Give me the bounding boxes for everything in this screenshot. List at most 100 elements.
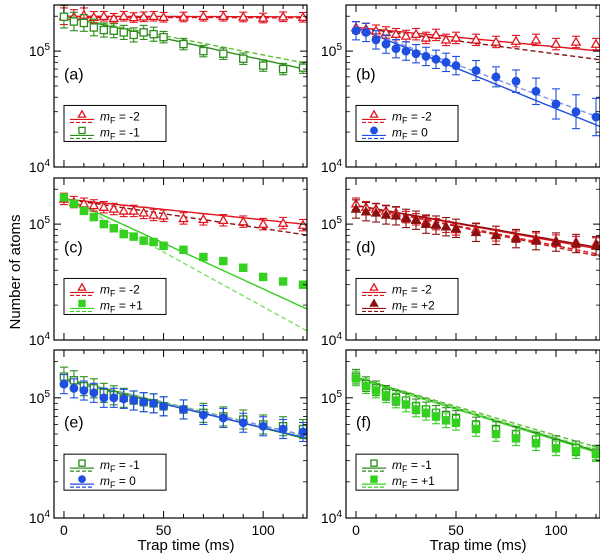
data-point: [590, 38, 600, 48]
data-point: [257, 12, 269, 22]
data-point: [351, 26, 361, 36]
x-tick-label: 100: [251, 522, 275, 538]
data-point: [371, 35, 381, 45]
data-point: [451, 61, 461, 71]
data-point: [421, 51, 431, 61]
data-point: [69, 199, 79, 208]
data-point: [441, 57, 451, 67]
data-point: [411, 405, 421, 414]
plot-area: [350, 197, 600, 258]
x-tick-label: 0: [352, 522, 360, 538]
legend-marker: [370, 459, 378, 467]
data-point: [129, 232, 138, 241]
data-point: [570, 36, 582, 46]
data-point: [237, 11, 249, 21]
legend-marker: [78, 459, 86, 467]
legend-label: mF = 0: [392, 125, 428, 141]
legend-label: mF = +2: [392, 298, 435, 314]
fit-line-solid-1: [355, 377, 600, 454]
data-point: [178, 212, 189, 223]
data-point: [440, 221, 452, 231]
y-tick-label: 105: [321, 215, 343, 232]
panel-label: (e): [64, 414, 84, 431]
legend-marker: [369, 282, 379, 291]
data-point: [238, 418, 248, 428]
data-point: [108, 203, 120, 213]
data-point: [391, 396, 401, 405]
data-point: [350, 203, 362, 213]
data-point: [491, 72, 501, 82]
y-tick-label: 104: [29, 331, 51, 348]
data-point: [381, 39, 391, 49]
data-point: [571, 446, 581, 456]
data-point: [218, 413, 228, 423]
data-point: [551, 444, 561, 453]
y-tick-label: 104: [321, 331, 343, 348]
data-point: [401, 400, 411, 409]
legend-marker: [77, 282, 87, 291]
legend-label: mF = -1: [100, 458, 140, 474]
plot-area: [58, 5, 307, 76]
panel-b: 105 104 (b) mF = -2mF = 0: [321, 4, 600, 175]
data-point: [441, 416, 451, 425]
data-point: [298, 63, 307, 72]
data-point: [411, 49, 421, 59]
data-point: [109, 393, 119, 403]
data-point: [510, 233, 522, 243]
data-point: [278, 424, 288, 434]
data-point: [361, 27, 371, 37]
data-point: [59, 379, 69, 389]
data-point: [118, 205, 130, 215]
data-point: [430, 219, 442, 229]
panel-label: (b): [356, 67, 376, 84]
series-1: [59, 374, 307, 443]
data-point: [421, 408, 431, 418]
data-point: [470, 34, 482, 44]
data-point: [139, 236, 148, 245]
data-point: [390, 210, 402, 220]
data-point: [109, 224, 118, 233]
data-point: [491, 429, 501, 439]
data-point: [128, 205, 140, 215]
panel-d: 105 104 (d) mF = -2mF = +2: [321, 177, 600, 348]
panel-frame: [345, 177, 600, 341]
data-point: [431, 54, 441, 64]
legend-label: mF = 0: [100, 474, 136, 490]
data-point: [440, 34, 452, 44]
data-point: [431, 412, 441, 421]
data-point: [198, 213, 209, 224]
data-point: [277, 11, 289, 21]
data-point: [218, 214, 229, 225]
data-point: [98, 201, 110, 211]
data-point: [99, 25, 109, 35]
panel-c: 105 104 (c) mF = -2mF = +1: [29, 177, 308, 348]
legend-label: mF = -1: [100, 125, 140, 141]
data-point: [471, 66, 481, 75]
fit-line-solid-1: [355, 26, 600, 128]
panel-frame: [345, 4, 600, 168]
data-point: [239, 54, 248, 63]
series-1: [351, 370, 600, 462]
data-point: [257, 218, 269, 228]
data-point: [118, 10, 130, 21]
y-tick-label: 104: [321, 158, 343, 175]
plot-area: [58, 192, 307, 332]
data-point: [138, 207, 149, 217]
data-point: [511, 434, 521, 443]
data-point: [178, 11, 189, 21]
data-point: [119, 28, 128, 37]
legend-marker: [370, 126, 378, 135]
data-point: [450, 32, 462, 42]
data-point: [128, 11, 140, 22]
data-point: [510, 35, 522, 45]
data-point: [179, 245, 188, 255]
data-point: [550, 38, 562, 48]
data-point: [401, 46, 411, 56]
data-point: [361, 381, 371, 391]
data-point: [371, 386, 381, 395]
data-point: [360, 206, 372, 216]
data-point: [199, 252, 208, 262]
data-point: [490, 36, 502, 46]
data-point: [218, 10, 229, 21]
